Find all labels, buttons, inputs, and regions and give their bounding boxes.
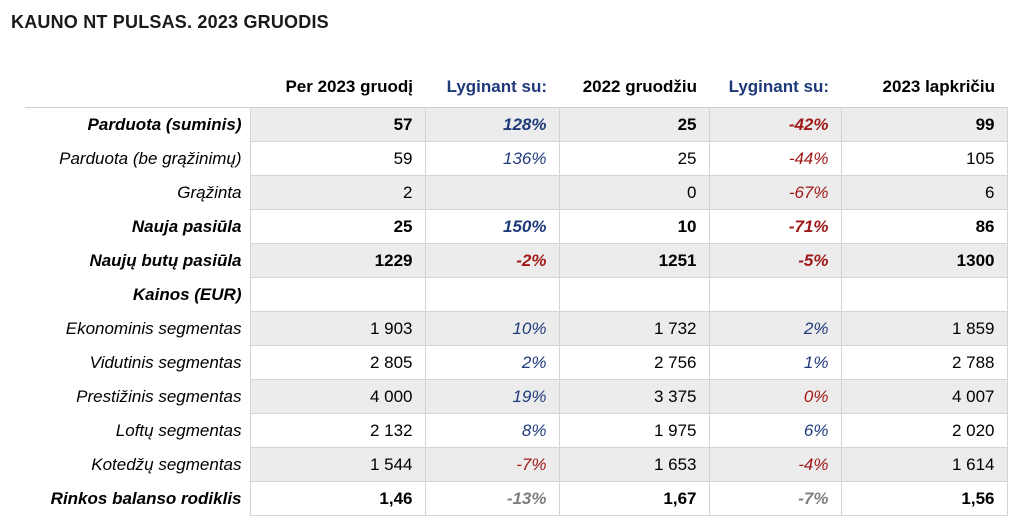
change-vs-prev-month-cell: 2% — [708, 311, 842, 346]
prev-year-value-cell: 1 653 — [558, 447, 710, 482]
current-value-cell: 59 — [249, 141, 426, 176]
prev-year-value-cell: 25 — [558, 141, 710, 176]
change-vs-prev-month-cell: 0% — [708, 379, 842, 414]
prev-month-value-cell: 2 788 — [840, 345, 1008, 380]
prev-year-value-cell: 1251 — [558, 243, 710, 278]
header-prev-month: 2023 lapkričiu — [841, 67, 1007, 108]
change-vs-prev-year-cell: 136% — [424, 141, 560, 176]
row-label: Loftų segmentas — [25, 413, 251, 448]
row-label: Parduota (suminis) — [25, 107, 251, 142]
header-compare-label-1: Lyginant su: — [425, 67, 559, 108]
row-label: Rinkos balanso rodiklis — [25, 481, 251, 516]
prev-month-value-cell — [840, 277, 1008, 312]
change-vs-prev-month-cell: -71% — [708, 209, 842, 244]
change-vs-prev-year-cell — [424, 277, 560, 312]
table-row: Nauja pasiūla 25 150% 10 -71% 86 — [25, 209, 1008, 244]
row-label: Parduota (be grąžinimų) — [25, 141, 251, 176]
prev-year-value-cell: 0 — [558, 175, 710, 210]
row-label: Nauja pasiūla — [25, 209, 251, 244]
change-vs-prev-year-cell — [424, 175, 560, 210]
kpi-table: Per 2023 gruodį Lyginant su: 2022 gruodž… — [25, 67, 1008, 516]
change-vs-prev-year-cell: 10% — [424, 311, 560, 346]
current-value-cell — [249, 277, 426, 312]
header-current-period: Per 2023 gruodį — [250, 67, 425, 108]
table-row: Naujų butų pasiūla 1229 -2% 1251 -5% 1300 — [25, 243, 1008, 278]
prev-month-value-cell: 1 614 — [840, 447, 1008, 482]
table-header-row: Per 2023 gruodį Lyginant su: 2022 gruodž… — [25, 67, 1007, 108]
change-vs-prev-month-cell: 1% — [708, 345, 842, 380]
table-row: Parduota (be grąžinimų) 59 136% 25 -44% 105 — [25, 141, 1008, 176]
report-title: KAUNO NT PULSAS. 2023 GRUODIS — [11, 12, 329, 32]
row-label: Ekonominis segmentas — [25, 311, 251, 346]
prev-year-value-cell: 3 375 — [558, 379, 710, 414]
table-row: Kotedžų segmentas 1 544 -7% 1 653 -4% 1 614 — [25, 447, 1008, 482]
current-value-cell: 57 — [249, 107, 426, 142]
prev-month-value-cell: 1,56 — [840, 481, 1008, 516]
prev-month-value-cell: 1300 — [840, 243, 1008, 278]
change-vs-prev-year-cell: 2% — [424, 345, 560, 380]
table-row: Rinkos balanso rodiklis 1,46 -13% 1,67 -7% 1,… — [25, 481, 1008, 516]
current-value-cell: 2 805 — [249, 345, 426, 380]
row-label: Naujų butų pasiūla — [25, 243, 251, 278]
current-value-cell: 2 — [249, 175, 426, 210]
change-vs-prev-month-cell: -42% — [708, 107, 842, 142]
change-vs-prev-year-cell: -2% — [424, 243, 560, 278]
table-row: Loftų segmentas 2 132 8% 1 975 6% 2 020 — [25, 413, 1008, 448]
current-value-cell: 1229 — [249, 243, 426, 278]
change-vs-prev-month-cell: -7% — [708, 481, 842, 516]
table-row: Ekonominis segmentas 1 903 10% 1 732 2% 1 859 — [25, 311, 1008, 346]
table-body: Parduota (suminis) 57 128% 25 -42% 99 Parduota… — [25, 107, 1008, 516]
row-label: Kainos (EUR) — [25, 277, 251, 312]
current-value-cell: 1,46 — [249, 481, 426, 516]
change-vs-prev-year-cell: 150% — [424, 209, 560, 244]
prev-year-value-cell: 2 756 — [558, 345, 710, 380]
row-label: Kotedžų segmentas — [25, 447, 251, 482]
change-vs-prev-month-cell: -5% — [708, 243, 842, 278]
change-vs-prev-year-cell: -7% — [424, 447, 560, 482]
change-vs-prev-year-cell: 128% — [424, 107, 560, 142]
table-row: Grąžinta 2 0 -67% 6 — [25, 175, 1008, 210]
table-row: Prestižinis segmentas 4 000 19% 3 375 0% 4 00… — [25, 379, 1008, 414]
change-vs-prev-year-cell: -13% — [424, 481, 560, 516]
prev-month-value-cell: 86 — [840, 209, 1008, 244]
row-label: Vidutinis segmentas — [25, 345, 251, 380]
prev-year-value-cell: 1 975 — [558, 413, 710, 448]
change-vs-prev-month-cell: -67% — [708, 175, 842, 210]
current-value-cell: 4 000 — [249, 379, 426, 414]
row-label: Prestižinis segmentas — [25, 379, 251, 414]
current-value-cell: 2 132 — [249, 413, 426, 448]
prev-month-value-cell: 105 — [840, 141, 1008, 176]
prev-month-value-cell: 6 — [840, 175, 1008, 210]
prev-year-value-cell: 10 — [558, 209, 710, 244]
prev-month-value-cell: 4 007 — [840, 379, 1008, 414]
change-vs-prev-year-cell: 19% — [424, 379, 560, 414]
table-row: Parduota (suminis) 57 128% 25 -42% 99 — [25, 107, 1008, 142]
change-vs-prev-month-cell: -44% — [708, 141, 842, 176]
prev-month-value-cell: 1 859 — [840, 311, 1008, 346]
table-row: Kainos (EUR) — [25, 277, 1008, 312]
current-value-cell: 1 544 — [249, 447, 426, 482]
prev-year-value-cell: 25 — [558, 107, 710, 142]
prev-month-value-cell: 2 020 — [840, 413, 1008, 448]
header-label-cell — [25, 67, 250, 108]
prev-year-value-cell — [558, 277, 710, 312]
prev-month-value-cell: 99 — [840, 107, 1008, 142]
header-compare-label-2: Lyginant su: — [709, 67, 841, 108]
table-row: Vidutinis segmentas 2 805 2% 2 756 1% 2 788 — [25, 345, 1008, 380]
change-vs-prev-month-cell: 6% — [708, 413, 842, 448]
prev-year-value-cell: 1,67 — [558, 481, 710, 516]
prev-year-value-cell: 1 732 — [558, 311, 710, 346]
current-value-cell: 25 — [249, 209, 426, 244]
change-vs-prev-year-cell: 8% — [424, 413, 560, 448]
change-vs-prev-month-cell: -4% — [708, 447, 842, 482]
header-prev-year: 2022 gruodžiu — [559, 67, 709, 108]
change-vs-prev-month-cell — [708, 277, 842, 312]
row-label: Grąžinta — [25, 175, 251, 210]
current-value-cell: 1 903 — [249, 311, 426, 346]
